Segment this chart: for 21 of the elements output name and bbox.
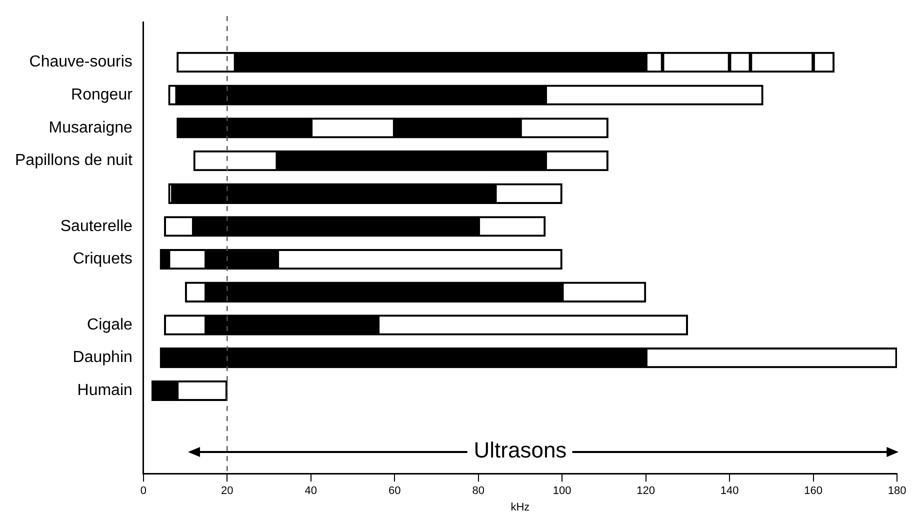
x-tick-label: 100 bbox=[552, 485, 572, 498]
x-tick-label: 140 bbox=[720, 485, 739, 498]
y-tick-label: Sauterelle bbox=[60, 218, 133, 235]
x-tick-label: 0 bbox=[140, 485, 146, 498]
x-tick-label: 40 bbox=[304, 485, 318, 498]
y-tick-label: Rongeur bbox=[71, 86, 134, 104]
x-tick-label: 20 bbox=[221, 485, 234, 498]
text: Ultrasons bbox=[474, 438, 567, 463]
x-tick-label: 160 bbox=[804, 485, 822, 498]
y-tick-label: Humain bbox=[77, 382, 132, 400]
x-tick-label: 80 bbox=[472, 485, 484, 498]
y-tick-label: Chauve-souris bbox=[29, 54, 132, 71]
x-tick-label: 60 bbox=[388, 485, 401, 498]
y-tick-label: Papillons de nuit bbox=[14, 152, 133, 170]
y-tick-label: Dauphin bbox=[72, 349, 132, 366]
y-tick-label: Musaraigne bbox=[48, 119, 133, 136]
y-tick-label: Cigale bbox=[87, 316, 133, 334]
x-axis-title: kHz bbox=[510, 501, 530, 514]
x-tick-label: 120 bbox=[636, 485, 655, 498]
x-tick-label: 180 bbox=[888, 485, 906, 498]
y-tick-label: Criquets bbox=[72, 250, 132, 268]
